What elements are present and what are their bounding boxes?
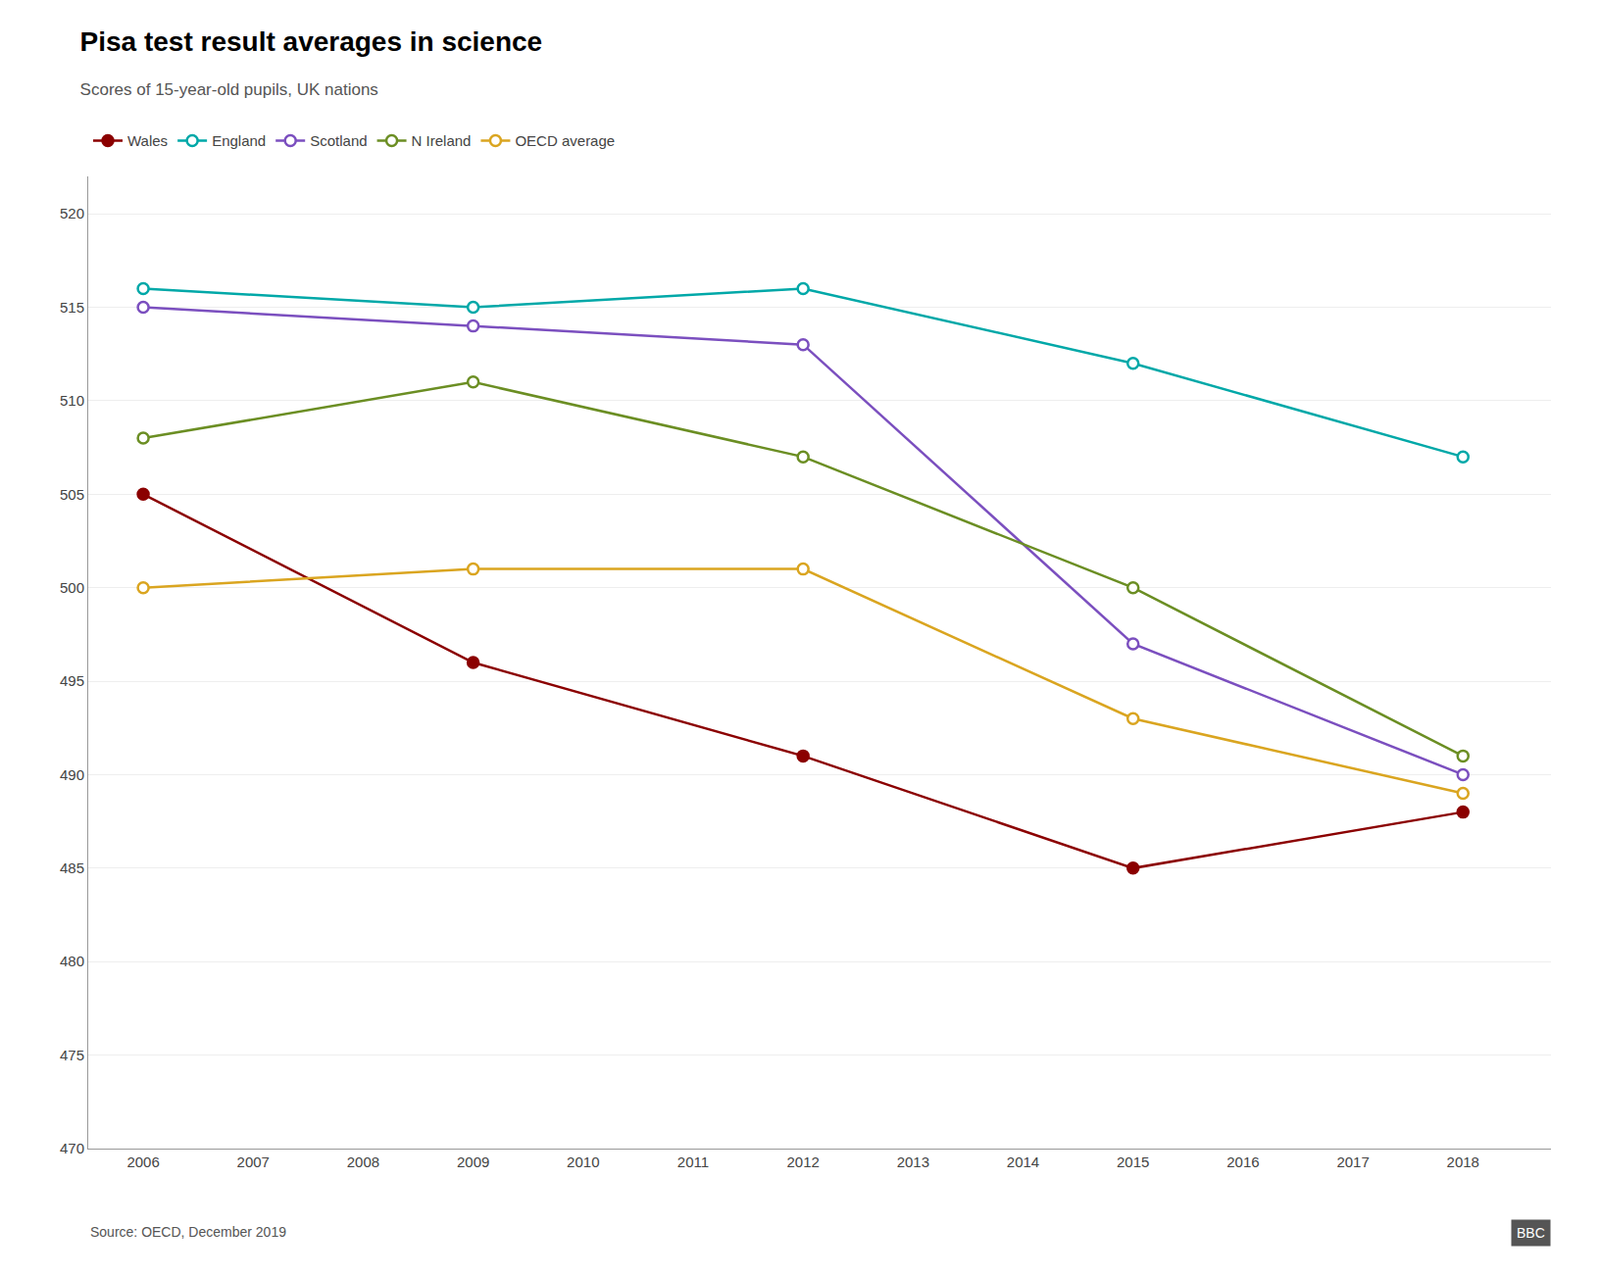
svg-text:510: 510 bbox=[59, 392, 85, 409]
svg-text:2012: 2012 bbox=[786, 1153, 819, 1171]
svg-text:2013: 2013 bbox=[897, 1153, 930, 1171]
svg-text:2010: 2010 bbox=[566, 1153, 600, 1171]
svg-text:480: 480 bbox=[59, 952, 85, 970]
svg-text:2006: 2006 bbox=[126, 1153, 159, 1171]
svg-text:Scores of 15-year-old pupils,: Scores of 15-year-old pupils, UK nations bbox=[80, 80, 379, 100]
svg-text:2011: 2011 bbox=[677, 1153, 709, 1171]
svg-text:490: 490 bbox=[59, 766, 85, 784]
svg-text:500: 500 bbox=[59, 579, 85, 597]
svg-text:Wales: Wales bbox=[127, 132, 168, 150]
svg-text:2014: 2014 bbox=[1006, 1153, 1040, 1171]
svg-text:2016: 2016 bbox=[1226, 1153, 1259, 1171]
svg-text:OECD average: OECD average bbox=[514, 132, 615, 150]
svg-text:2015: 2015 bbox=[1116, 1153, 1150, 1171]
svg-text:England: England bbox=[211, 132, 266, 150]
svg-text:Scotland: Scotland bbox=[309, 132, 367, 150]
svg-text:485: 485 bbox=[59, 859, 85, 877]
svg-text:2008: 2008 bbox=[347, 1153, 380, 1171]
svg-text:515: 515 bbox=[59, 299, 85, 316]
svg-text:N Ireland: N Ireland bbox=[411, 132, 472, 150]
svg-text:495: 495 bbox=[59, 672, 85, 690]
svg-text:520: 520 bbox=[59, 204, 85, 222]
svg-text:BBC: BBC bbox=[1516, 1225, 1546, 1242]
svg-text:2007: 2007 bbox=[237, 1153, 270, 1171]
svg-text:2018: 2018 bbox=[1447, 1153, 1480, 1171]
svg-text:475: 475 bbox=[59, 1047, 85, 1064]
svg-text:Source: OECD, December 2019: Source: OECD, December 2019 bbox=[90, 1224, 287, 1241]
svg-text:505: 505 bbox=[59, 486, 85, 503]
svg-text:2009: 2009 bbox=[456, 1153, 490, 1171]
svg-text:470: 470 bbox=[59, 1140, 85, 1157]
svg-text:Pisa test result averages in s: Pisa test result averages in science bbox=[80, 26, 544, 57]
svg-text:2017: 2017 bbox=[1336, 1153, 1369, 1171]
